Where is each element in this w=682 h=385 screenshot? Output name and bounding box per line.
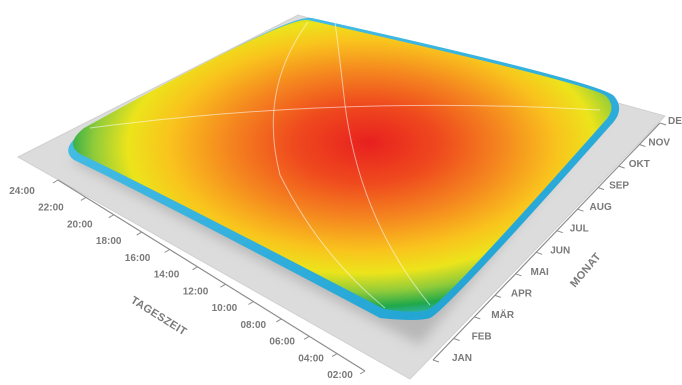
x-tick-label: 16:00	[125, 253, 151, 264]
x-tick-label: 22:00	[38, 203, 64, 214]
y-tick-label: JUL	[570, 224, 589, 235]
y-tick-mark	[639, 144, 646, 147]
x-tick-mark	[108, 214, 115, 219]
y-tick-mark	[494, 294, 502, 298]
x-tick-label: 24:00	[9, 186, 35, 197]
x-tick-label: 10:00	[212, 303, 238, 314]
x-tick-mark	[303, 335, 310, 340]
y-tick-label: NOV	[648, 138, 670, 149]
x-tick-mark	[136, 231, 142, 236]
x-tick-mark	[248, 301, 254, 305]
y-tick-mark	[536, 251, 543, 255]
y-tick-label: SEP	[609, 181, 629, 192]
y-tick-label: MAI	[531, 267, 550, 278]
x-tick-mark	[192, 266, 198, 271]
y-tick-mark	[597, 187, 605, 191]
x-tick-mark	[276, 318, 282, 323]
x-tick-label: 12:00	[183, 286, 209, 297]
y-tick-mark	[474, 316, 481, 320]
x-tick-mark	[331, 353, 338, 358]
y-tick-label: APR	[511, 288, 533, 299]
x-tick-mark	[220, 283, 226, 288]
y-tick-mark	[577, 208, 584, 212]
x-axis-title: TAGESZEIT	[128, 294, 188, 338]
x-tick-mark	[52, 179, 59, 184]
x-tick-mark	[164, 249, 170, 253]
x-tick-mark	[80, 196, 87, 201]
x-tick-label: 14:00	[154, 270, 180, 281]
y-tick-mark	[556, 230, 563, 234]
x-tick-label: 18:00	[96, 236, 122, 247]
x-axis-line	[57, 179, 366, 372]
x-tick-label: 08:00	[241, 320, 267, 331]
y-tick-label: AUG	[590, 202, 612, 213]
y-tick-mark	[432, 359, 440, 363]
x-tick-label: 06:00	[269, 337, 295, 348]
heat-surface	[72, 19, 612, 312]
x-axis-ticks: 02:0004:0006:0008:0010:0012:0014:0016:00…	[9, 179, 366, 381]
y-tick-label: FEB	[472, 332, 492, 343]
y-tick-mark	[453, 338, 460, 341]
x-tick-label: 04:00	[298, 353, 324, 364]
x-tick-label: 20:00	[67, 220, 93, 231]
y-tick-label: DEZ	[668, 116, 682, 127]
y-tick-label: OKT	[629, 159, 650, 170]
y-tick-label: JUN	[550, 245, 570, 256]
y-tick-mark	[618, 165, 625, 169]
y-axis-title: MONAT	[568, 251, 604, 290]
y-tick-mark	[515, 273, 522, 277]
x-tick-mark	[359, 370, 366, 375]
surface-grid-lines	[89, 21, 601, 309]
y-tick-label: MÄR	[491, 308, 515, 321]
y-tick-label: JAN	[452, 353, 472, 364]
y-tick-mark	[659, 122, 667, 126]
x-tick-label: 02:00	[327, 370, 353, 381]
y-axis-line	[432, 122, 661, 361]
